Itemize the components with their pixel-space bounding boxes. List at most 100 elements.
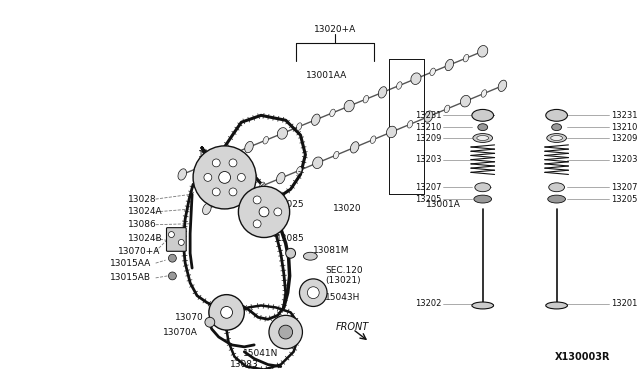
Text: 13024: 13024 [198,150,226,159]
Ellipse shape [424,111,433,122]
Ellipse shape [230,150,235,158]
Ellipse shape [312,157,323,169]
Ellipse shape [548,183,564,192]
Ellipse shape [387,126,397,138]
Circle shape [259,207,269,217]
Text: 13202: 13202 [415,299,442,308]
Circle shape [212,188,220,196]
Ellipse shape [472,109,493,121]
Ellipse shape [552,124,561,131]
Text: 13070+A: 13070+A [118,247,161,256]
Ellipse shape [263,137,268,144]
Ellipse shape [477,45,488,57]
Circle shape [221,307,232,318]
Ellipse shape [460,95,470,107]
Ellipse shape [211,155,221,167]
Circle shape [168,254,177,262]
Circle shape [229,159,237,167]
Ellipse shape [481,90,486,97]
Text: 13209: 13209 [611,134,637,142]
Text: 13001A: 13001A [426,199,460,209]
Ellipse shape [350,142,359,153]
Ellipse shape [444,105,450,113]
Ellipse shape [239,188,249,199]
Ellipse shape [474,195,492,203]
Ellipse shape [344,100,355,112]
Ellipse shape [276,173,285,184]
Ellipse shape [547,134,566,142]
Ellipse shape [296,123,302,130]
Text: 13205: 13205 [415,195,442,203]
Text: FRONT: FRONT [336,322,369,332]
Ellipse shape [244,141,253,153]
Text: X130003R: X130003R [556,352,611,362]
Circle shape [204,173,212,181]
Text: 13205: 13205 [611,195,637,203]
Circle shape [168,232,174,237]
Text: 13020: 13020 [332,205,361,214]
Ellipse shape [445,59,454,71]
Ellipse shape [378,87,387,98]
Ellipse shape [397,82,402,89]
Circle shape [274,208,282,216]
Text: 13231: 13231 [611,111,637,120]
Text: SEC.120: SEC.120 [325,266,363,275]
Ellipse shape [472,302,493,309]
Ellipse shape [203,203,211,215]
Text: 13210: 13210 [611,123,637,132]
Circle shape [193,146,256,209]
Ellipse shape [312,114,320,125]
Text: 13024B: 13024B [128,234,163,243]
Ellipse shape [546,302,568,309]
Circle shape [209,295,244,330]
Text: 13025: 13025 [276,199,305,209]
Circle shape [285,248,296,258]
Text: 13020+A: 13020+A [314,25,356,34]
Ellipse shape [430,68,435,76]
Circle shape [239,186,290,237]
FancyBboxPatch shape [166,228,186,251]
Circle shape [205,317,215,327]
Circle shape [253,220,261,228]
Circle shape [168,272,177,280]
Ellipse shape [260,182,265,190]
Ellipse shape [223,198,228,205]
Ellipse shape [330,109,335,117]
Ellipse shape [178,169,186,180]
Text: 13028: 13028 [128,195,157,203]
Text: 13203: 13203 [611,155,637,164]
Text: 13207: 13207 [415,183,442,192]
Ellipse shape [548,195,566,203]
Text: 13015AA: 13015AA [110,259,152,267]
Text: 13209: 13209 [415,134,442,142]
Text: 13201: 13201 [611,299,637,308]
Circle shape [219,171,230,183]
Circle shape [229,188,237,196]
Ellipse shape [333,151,339,159]
Text: (13021): (13021) [325,276,361,285]
Text: 15041N: 15041N [243,349,279,358]
Ellipse shape [277,128,287,139]
Text: 13070A: 13070A [163,328,198,337]
Text: 13081M: 13081M [313,246,350,255]
Ellipse shape [477,135,488,141]
Text: 13086: 13086 [128,220,157,229]
Ellipse shape [478,124,488,131]
Circle shape [253,196,261,204]
Text: 13001AA: 13001AA [307,71,348,80]
Ellipse shape [473,134,493,142]
Ellipse shape [463,54,468,62]
Text: 13024A: 13024A [128,207,163,217]
Ellipse shape [498,80,507,92]
Circle shape [279,325,292,339]
Text: 13015AB: 13015AB [110,273,151,282]
Circle shape [300,279,327,307]
Ellipse shape [546,109,568,121]
Ellipse shape [296,167,302,174]
Text: 15043H: 15043H [325,293,360,302]
Ellipse shape [411,73,421,84]
Ellipse shape [363,96,369,103]
Ellipse shape [550,135,563,141]
Text: 13083: 13083 [230,360,259,369]
Text: 13203: 13203 [415,155,442,164]
